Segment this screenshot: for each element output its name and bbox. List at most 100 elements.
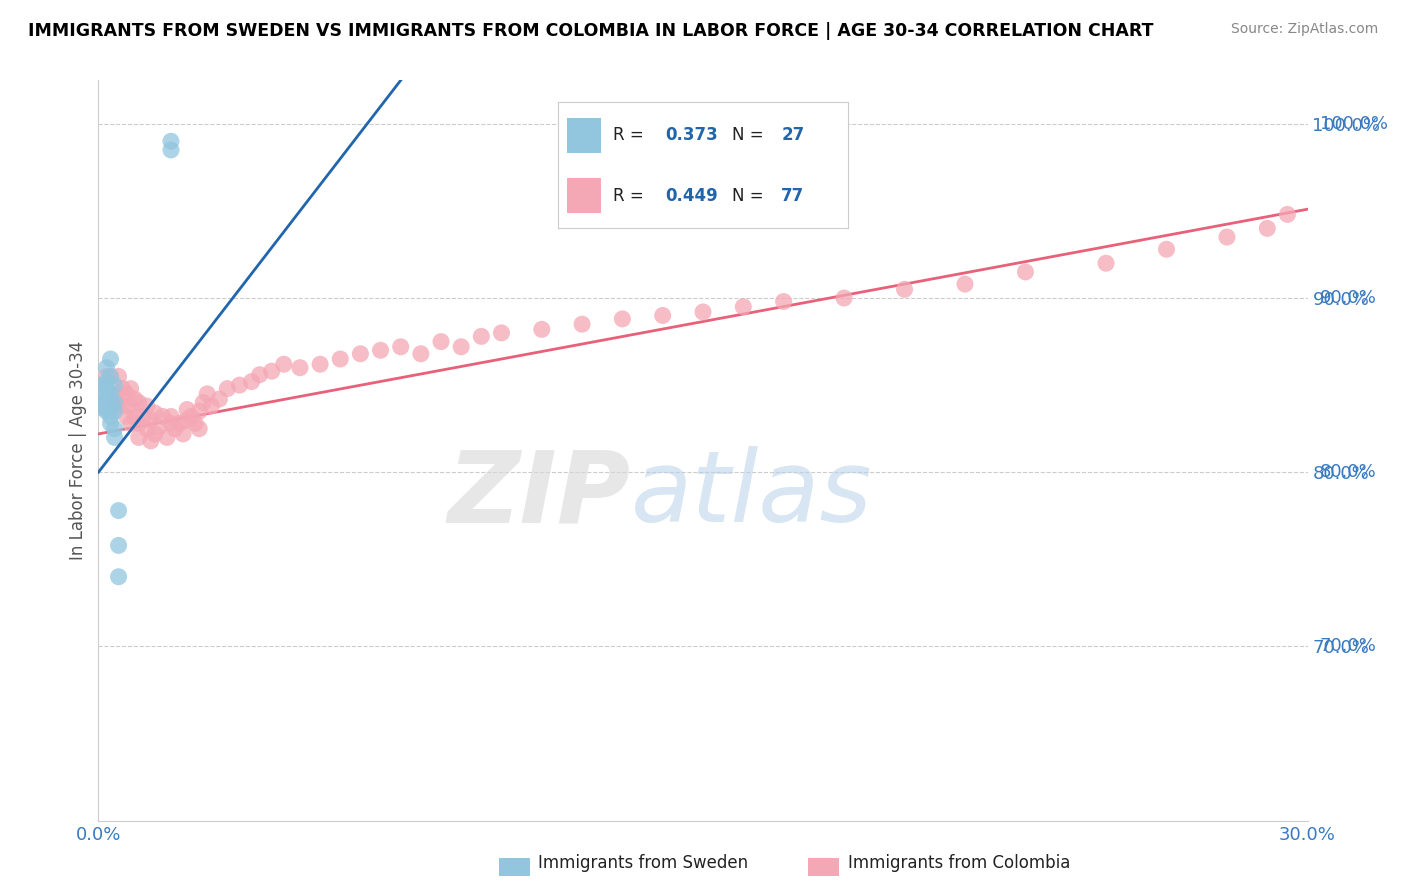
Point	[733, 300, 755, 314]
Point	[107, 395, 129, 409]
Point	[349, 347, 371, 361]
Point	[470, 329, 492, 343]
Point	[309, 357, 332, 371]
Point	[163, 422, 186, 436]
Point	[91, 378, 114, 392]
Point	[180, 409, 202, 424]
Point	[107, 538, 129, 552]
Point	[193, 395, 215, 409]
Point	[115, 387, 138, 401]
Point	[208, 392, 231, 406]
Text: Immigrants from Sweden: Immigrants from Sweden	[538, 854, 748, 871]
Point	[172, 426, 194, 441]
Point	[100, 369, 122, 384]
Point	[96, 387, 118, 401]
Point	[156, 430, 179, 444]
Point	[143, 426, 166, 441]
Point	[100, 351, 122, 366]
Point	[200, 399, 222, 413]
Point	[96, 360, 118, 375]
Point	[450, 340, 472, 354]
Point	[124, 409, 146, 424]
Point	[96, 392, 118, 406]
Point	[128, 430, 150, 444]
Point	[107, 369, 129, 384]
Point	[148, 420, 170, 434]
Text: 90.0%: 90.0%	[1320, 289, 1376, 307]
Point	[249, 368, 271, 382]
Point	[953, 277, 976, 291]
Point	[100, 395, 122, 409]
Point	[103, 395, 125, 409]
Point	[96, 399, 118, 413]
Point	[135, 399, 157, 413]
Point	[100, 387, 122, 401]
Point	[135, 422, 157, 436]
Point	[217, 382, 239, 396]
Point	[530, 322, 553, 336]
Y-axis label: In Labor Force | Age 30-34: In Labor Force | Age 30-34	[69, 341, 87, 560]
Point	[176, 402, 198, 417]
Point	[571, 317, 593, 331]
Point	[96, 369, 118, 384]
Point	[167, 417, 190, 431]
Point	[160, 417, 183, 431]
Point	[103, 378, 125, 392]
Point	[832, 291, 855, 305]
Point	[491, 326, 513, 340]
Point	[111, 399, 134, 413]
Point	[273, 357, 295, 371]
Point	[893, 282, 915, 296]
Point	[389, 340, 412, 354]
Point	[139, 413, 162, 427]
Point	[107, 570, 129, 584]
Point	[240, 375, 263, 389]
Point	[128, 395, 150, 409]
Point	[91, 395, 114, 409]
Point	[612, 312, 634, 326]
Text: atlas: atlas	[630, 446, 872, 543]
Point	[160, 134, 183, 148]
Point	[430, 334, 453, 349]
Point	[96, 382, 118, 396]
Point	[103, 404, 125, 418]
Point	[139, 434, 162, 448]
Point	[103, 422, 125, 436]
Text: Source: ZipAtlas.com: Source: ZipAtlas.com	[1230, 22, 1378, 37]
Point	[100, 369, 122, 384]
Point	[228, 378, 250, 392]
Point	[160, 143, 183, 157]
Point	[1156, 242, 1178, 256]
Point	[1095, 256, 1118, 270]
Point	[111, 382, 134, 396]
Text: IMMIGRANTS FROM SWEDEN VS IMMIGRANTS FROM COLOMBIA IN LABOR FORCE | AGE 30-34 CO: IMMIGRANTS FROM SWEDEN VS IMMIGRANTS FRO…	[28, 22, 1153, 40]
Point	[1014, 265, 1036, 279]
Text: 80.0%: 80.0%	[1320, 463, 1376, 482]
Point	[1216, 230, 1239, 244]
Point	[100, 402, 122, 417]
Point	[120, 417, 142, 431]
Point	[288, 360, 311, 375]
Point	[124, 392, 146, 406]
Text: ZIP: ZIP	[447, 446, 630, 543]
Point	[115, 409, 138, 424]
Point	[96, 404, 118, 418]
Point	[96, 375, 118, 389]
Point	[107, 503, 129, 517]
Point	[132, 409, 155, 424]
Point	[100, 417, 122, 431]
Text: 100.0%: 100.0%	[1320, 115, 1388, 133]
Point	[160, 409, 183, 424]
Point	[1256, 221, 1278, 235]
Point	[103, 430, 125, 444]
Point	[176, 413, 198, 427]
Point	[195, 387, 218, 401]
Point	[152, 409, 174, 424]
Point	[188, 404, 211, 418]
Text: 70.0%: 70.0%	[1320, 638, 1376, 656]
Point	[733, 203, 755, 218]
Point	[1277, 207, 1299, 221]
Point	[107, 387, 129, 401]
Text: Immigrants from Colombia: Immigrants from Colombia	[848, 854, 1070, 871]
Point	[91, 401, 114, 415]
